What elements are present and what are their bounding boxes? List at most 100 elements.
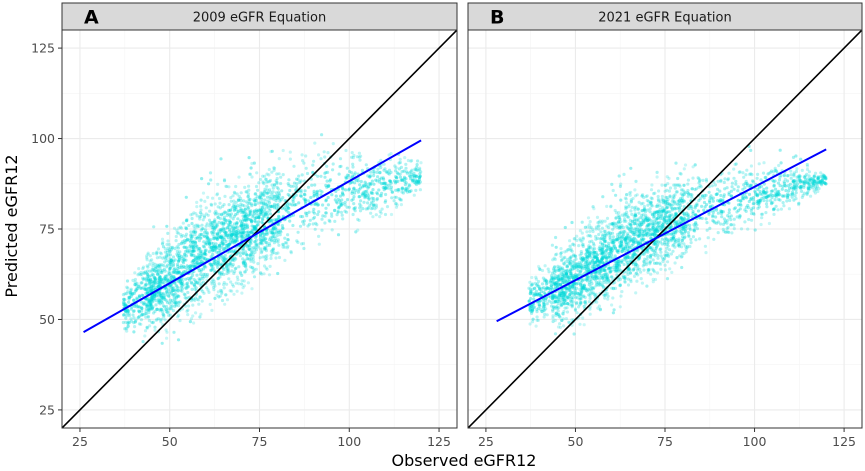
data-point [147,281,152,285]
data-point [560,290,564,294]
data-point [702,208,706,212]
data-point [571,282,575,286]
data-point [638,242,642,246]
data-point [682,217,686,221]
data-point [185,267,189,271]
data-point [395,203,399,207]
data-point [359,204,363,208]
data-point [233,256,237,260]
data-point [180,284,184,288]
data-point [238,208,242,212]
data-point [678,171,682,175]
data-point [212,235,216,239]
data-point [725,230,729,234]
data-point [350,155,354,159]
data-point [544,307,548,311]
data-point [618,245,622,249]
data-point [554,283,558,287]
data-point [154,269,159,274]
data-point [620,234,624,238]
data-point [411,178,415,182]
data-point [198,236,202,240]
data-point [588,262,592,266]
data-point [181,221,185,225]
data-point [262,182,266,186]
data-point [200,253,204,257]
data-point [158,290,162,294]
data-point [398,157,402,161]
data-point [159,284,163,288]
data-point [572,287,576,291]
data-point [662,200,666,204]
data-point [243,215,247,219]
data-point [264,266,268,270]
data-point [665,242,669,246]
data-point [219,228,223,232]
data-point [220,245,224,249]
data-point [579,280,583,285]
data-point [536,318,540,322]
data-point [168,266,172,271]
data-point [165,265,169,269]
data-point [202,240,206,244]
data-point [135,281,139,285]
data-point [217,229,221,233]
data-point [673,212,678,216]
data-point [559,300,563,305]
data-point [560,298,565,302]
data-point [556,299,560,303]
data-point [202,215,207,219]
data-point [202,234,206,238]
data-point [219,157,223,161]
data-point [239,191,243,195]
data-point [653,222,657,226]
data-point [222,272,226,277]
data-point [623,237,627,242]
data-point [153,278,158,282]
data-point [252,275,257,279]
data-point [150,287,154,291]
data-point [393,164,397,168]
data-point [153,297,157,301]
data-point [274,230,278,234]
data-point [562,302,567,306]
data-point [263,187,267,191]
data-point [623,249,627,253]
data-point [236,210,240,214]
data-point [608,251,612,255]
data-point [764,191,768,195]
data-point [642,237,646,241]
data-point [554,280,558,284]
data-point [371,215,375,219]
data-point [177,294,181,298]
data-point [592,207,596,211]
data-point [605,224,609,228]
data-point [795,185,799,189]
data-point [165,253,169,257]
data-point [337,205,341,209]
data-point [168,257,172,261]
data-point [188,278,192,282]
data-point [563,291,567,295]
data-point [161,240,165,244]
data-point [714,215,718,219]
data-point [644,263,648,267]
data-point [556,312,560,317]
data-point [265,257,269,261]
data-point [824,177,828,181]
data-point [592,286,596,290]
data-point [179,288,183,292]
data-point [305,171,310,176]
data-point [366,201,370,205]
data-point [239,271,243,275]
data-point [565,272,569,276]
data-point [667,218,672,222]
data-point [202,245,206,249]
data-point [322,150,326,154]
data-point [534,283,539,287]
data-point [224,184,228,188]
data-point [595,215,600,219]
data-point [695,203,699,207]
data-point [156,269,160,273]
data-point [203,272,207,276]
